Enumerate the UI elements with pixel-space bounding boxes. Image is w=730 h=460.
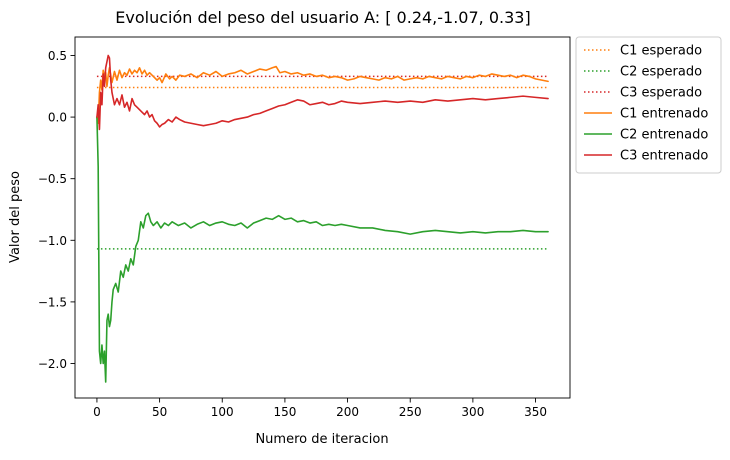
legend-label: C2 entrenado [620,128,708,143]
legend-item: C1 esperado [584,44,702,59]
legend-label: C1 entrenado [620,107,708,122]
y-tick-label: −1.5 [38,295,67,309]
legend-label: C3 entrenado [620,149,708,164]
legend: C1 esperado C2 esperado C3 esperado C1 entr… [575,36,722,174]
x-axis: 0 50 100 150 200 250 300 350 [93,398,547,419]
chart-title: Evolución del peso del usuario A: [ 0.24… [115,8,530,27]
legend-label: C2 esperado [620,65,702,80]
plot-area [75,37,570,398]
y-tick-label: −1.0 [38,234,67,248]
legend-item: C3 esperado [584,86,702,101]
x-tick-label: 0 [93,405,101,419]
legend-item: C2 esperado [584,65,702,80]
legend-frame [575,36,722,174]
x-axis-label: Numero de iteracion [255,432,388,447]
series-line-c2-entrenado [96,116,549,383]
legend-label: C3 esperado [620,86,702,101]
legend-item: C3 entrenado [584,149,708,164]
series-line-c1-entrenado [96,65,549,125]
x-tick-label: 150 [273,405,296,419]
x-tick-label: 300 [461,405,484,419]
legend-label: C1 esperado [620,44,702,59]
y-tick-label: 0.5 [48,49,67,63]
y-tick-label: 0.0 [48,111,67,125]
y-axis: −2.0 −1.5 −1.0 −0.5 0.0 0.5 [38,49,75,371]
x-tick-label: 100 [211,405,234,419]
legend-item: C2 entrenado [584,128,708,143]
x-tick-label: 250 [399,405,422,419]
x-tick-label: 50 [152,405,167,419]
y-tick-label: −0.5 [38,172,67,186]
y-tick-label: −2.0 [38,357,67,371]
y-axis-label: Valor del peso [8,171,23,263]
plot-frame [74,36,571,399]
legend-item: C1 entrenado [584,107,708,122]
x-tick-label: 350 [524,405,547,419]
series-line-c3-entrenado [96,54,549,131]
x-tick-label: 200 [336,405,359,419]
